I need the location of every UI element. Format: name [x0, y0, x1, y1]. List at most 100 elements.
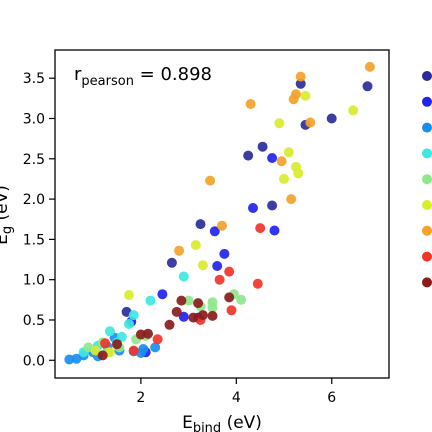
legend-marker-series-6: [422, 200, 432, 210]
data-point-series-7: [174, 245, 185, 256]
legend-marker-series-1: [422, 71, 432, 81]
data-point-series-1: [295, 78, 306, 89]
legend-marker-series-9: [422, 277, 432, 288]
data-point-series-6: [293, 168, 304, 179]
y-axis-label-main: E: [0, 234, 12, 245]
data-point-series-7: [276, 156, 287, 167]
data-point-series-4: [124, 319, 134, 329]
y-tick-label: 3.5: [23, 71, 45, 87]
data-point-series-6: [190, 240, 201, 250]
data-point-series-9: [224, 292, 235, 303]
data-point-series-6: [90, 345, 101, 356]
legend: [422, 71, 432, 288]
data-point-series-4: [116, 331, 127, 342]
data-point-series-8: [100, 338, 111, 349]
data-point-series-2: [178, 311, 189, 322]
legend-marker-series-2: [422, 96, 432, 107]
data-point-series-9: [193, 298, 204, 309]
data-point-series-7: [364, 61, 375, 72]
data-point-series-8: [224, 266, 235, 277]
y-tick-label: 3.0: [23, 112, 45, 128]
y-axis-label-subscript: g: [0, 226, 15, 234]
data-point-series-4: [104, 326, 115, 337]
data-point-series-6: [197, 260, 208, 271]
data-point-series-9: [112, 339, 122, 350]
plot-frame: [54, 49, 390, 379]
data-point-series-1: [195, 219, 206, 230]
data-point-series-7: [217, 220, 227, 231]
axis-ticks: 2 4 6 0.0 0.5 1.0 1.5 2.0 2.5 3.0 3.5: [23, 71, 337, 406]
y-axis-label-unit: (eV): [0, 185, 12, 226]
x-axis-label-unit: (eV): [221, 413, 262, 432]
data-point-series-9: [97, 350, 108, 361]
annotation-value: = 0.898: [134, 64, 212, 85]
data-point-series-7: [305, 117, 316, 128]
legend-marker-series-4: [422, 148, 432, 159]
data-point-series-4: [178, 271, 189, 282]
data-point-series-6: [283, 147, 294, 158]
data-point-series-2: [248, 203, 258, 213]
data-point-series-1: [257, 141, 268, 152]
data-point-series-1: [326, 113, 337, 124]
data-point-series-7: [245, 99, 256, 109]
data-point-series-2: [269, 225, 280, 236]
y-tick-label: 0.0: [23, 353, 45, 369]
data-point-series-9: [207, 310, 218, 321]
data-point-series-1: [362, 81, 373, 92]
data-point-series-2: [209, 226, 220, 237]
data-point-series-8: [152, 334, 163, 345]
data-point-series-1: [267, 200, 278, 211]
data-point-series-8: [252, 278, 263, 289]
legend-marker-series-7: [422, 225, 432, 236]
annotation-subscript: pearson: [81, 74, 134, 89]
x-tick-label: 2: [136, 390, 145, 406]
data-point-series-9: [176, 295, 187, 306]
legend-marker-series-8: [422, 251, 432, 262]
annotation-prefix: r: [74, 64, 82, 85]
y-tick-label: 0.5: [23, 313, 45, 329]
x-axis-label-subscript: bind: [193, 421, 221, 432]
data-point-series-9: [188, 312, 199, 323]
x-axis-label-main: E: [182, 413, 193, 432]
data-point-series-7: [205, 175, 216, 186]
y-tick-label: 2.5: [23, 152, 45, 168]
data-point-series-5: [236, 294, 247, 305]
data-point-series-2: [212, 261, 223, 271]
data-point-series-2: [157, 289, 168, 300]
data-point-series-9: [143, 328, 153, 339]
data-point-series-4: [145, 295, 156, 306]
data-point-series-7: [295, 71, 306, 82]
data-point-series-1: [243, 150, 254, 161]
data-point-series-6: [124, 290, 134, 300]
data-point-series-9: [171, 306, 182, 317]
data-point-series-1: [166, 257, 177, 268]
legend-marker-series-3: [422, 122, 432, 133]
data-point-series-8: [226, 305, 237, 316]
y-axis-label: Eg (eV): [0, 185, 15, 245]
data-point-series-5: [183, 295, 194, 306]
data-point-series-7: [291, 89, 301, 100]
data-points: [64, 61, 375, 365]
data-point-series-4: [128, 310, 139, 321]
data-point-series-6: [274, 118, 285, 129]
y-tick-label: 2.0: [23, 192, 45, 208]
data-point-series-9: [197, 310, 208, 321]
y-tick-label: 1.0: [23, 273, 45, 289]
data-point-series-6: [300, 90, 311, 101]
data-point-series-6: [279, 173, 289, 184]
legend-marker-series-5: [422, 174, 432, 185]
pearson-annotation: rpearson = 0.898: [74, 64, 212, 89]
data-point-series-8: [214, 274, 225, 285]
data-point-series-5: [207, 297, 218, 308]
y-tick-label: 1.5: [23, 232, 45, 248]
data-point-series-2: [219, 248, 230, 259]
data-point-series-8: [128, 345, 139, 356]
data-point-series-3: [150, 342, 161, 353]
data-point-series-3: [138, 344, 149, 354]
data-point-series-7: [286, 194, 297, 205]
data-point-series-6: [348, 105, 359, 116]
data-point-series-9: [164, 319, 175, 330]
data-point-series-8: [255, 223, 266, 234]
x-tick-label: 4: [232, 390, 241, 406]
